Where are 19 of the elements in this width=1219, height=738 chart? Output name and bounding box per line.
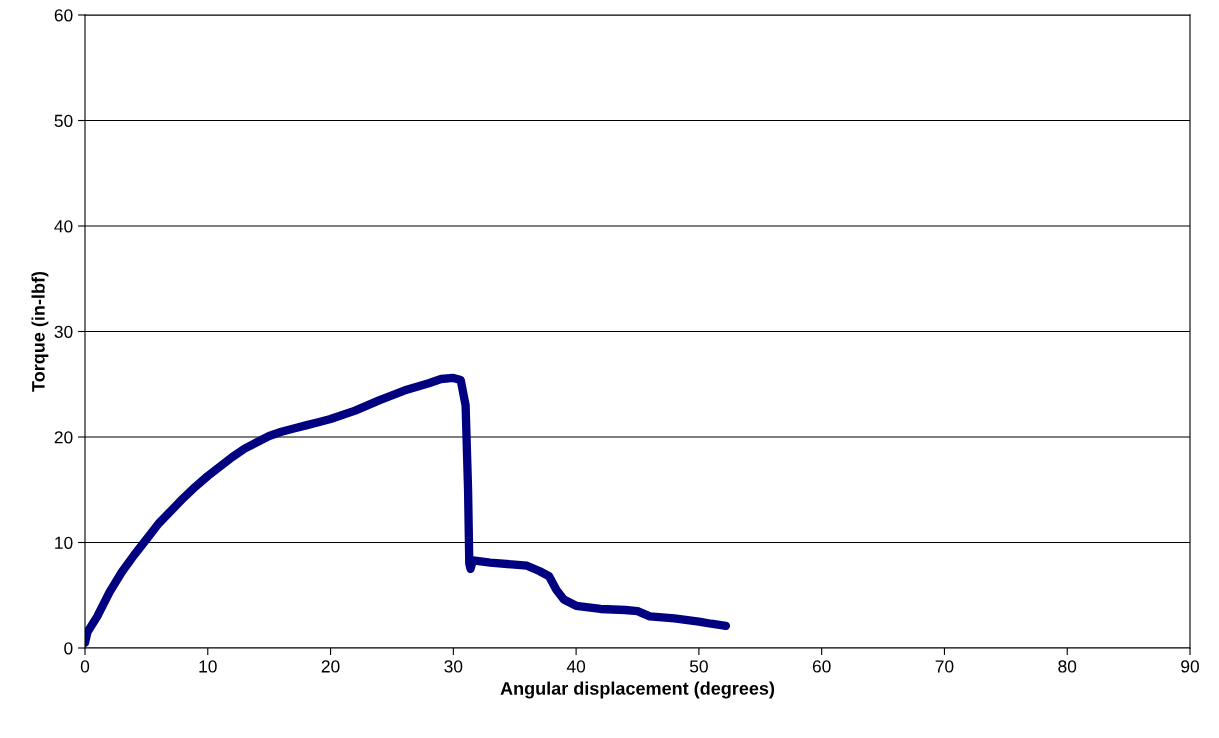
x-tick-label: 10 bbox=[199, 660, 217, 673]
x-tick-label: 30 bbox=[444, 660, 463, 673]
y-tick-label: 20 bbox=[54, 431, 73, 444]
x-tick-label: 20 bbox=[321, 660, 340, 673]
y-tick-label: 10 bbox=[55, 536, 73, 549]
y-tick-label: 30 bbox=[54, 325, 73, 338]
y-tick-label: 0 bbox=[64, 642, 73, 655]
x-tick-label: 80 bbox=[1058, 660, 1077, 673]
x-tick-label: 60 bbox=[812, 660, 831, 673]
y-tick-label: 60 bbox=[54, 9, 73, 22]
x-axis-title: Angular displacement (degrees) bbox=[500, 681, 775, 699]
x-tick-label: 0 bbox=[80, 660, 90, 673]
y-axis-title: Torque (in-lbf) bbox=[31, 271, 49, 392]
y-tick-label: 50 bbox=[54, 114, 73, 127]
x-tick-label: 90 bbox=[1181, 660, 1199, 673]
x-tick-label: 70 bbox=[935, 660, 954, 673]
y-tick-label: 40 bbox=[54, 220, 73, 233]
x-tick-label: 40 bbox=[566, 660, 586, 673]
x-tick-label: 50 bbox=[689, 660, 708, 673]
